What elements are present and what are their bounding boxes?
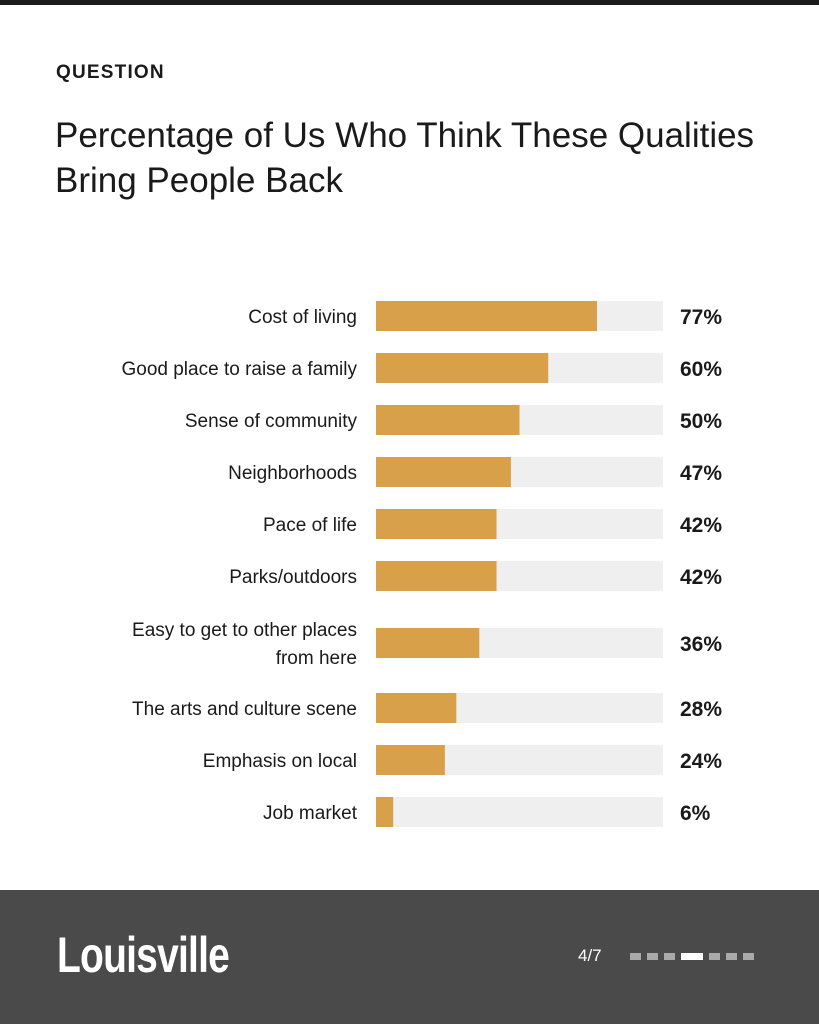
value-label: 50% [680, 410, 722, 433]
page-dot[interactable] [743, 953, 754, 960]
page-dot[interactable] [709, 953, 720, 960]
bar [376, 353, 549, 383]
bar-row: Emphasis on local 24% [203, 745, 722, 775]
value-label: 77% [680, 306, 722, 329]
bar-row: Sense of community 50% [185, 405, 722, 435]
bar [376, 457, 511, 487]
bar [376, 509, 497, 539]
chart-title: Percentage of Us Who Think These Qualiti… [55, 116, 755, 200]
bar-row: The arts and culture scene 28% [132, 693, 722, 723]
pagination-dots[interactable] [630, 953, 754, 961]
page-dot[interactable] [630, 953, 641, 960]
bar-row: Job market 6% [263, 797, 711, 827]
page-dot[interactable] [726, 953, 737, 960]
footer-bar: Louisville 4/7 [0, 890, 819, 1024]
category-label: Emphasis on local [203, 751, 357, 772]
value-label: 28% [680, 698, 722, 721]
bar [376, 628, 480, 658]
bar-row: Cost of living 77% [248, 301, 722, 331]
category-label: Sense of community [185, 411, 358, 432]
page-dot[interactable] [664, 953, 675, 960]
value-label: 24% [680, 750, 722, 773]
section-eyebrow: QUESTION [56, 62, 165, 83]
category-label: Pace of life [263, 515, 357, 536]
category-label: Easy to get to other places from here [132, 620, 357, 669]
bar-row: Pace of life 42% [263, 509, 722, 539]
category-label: Good place to raise a family [121, 359, 357, 380]
bar [376, 561, 497, 591]
value-label: 47% [680, 462, 722, 485]
bar [376, 301, 597, 331]
bar-row: Parks/outdoors 42% [229, 561, 722, 591]
bar [376, 745, 445, 775]
category-label: Cost of living [248, 307, 357, 328]
bar-row: Easy to get to other places from here 36% [132, 620, 722, 669]
bar-chart: Cost of living 77% Good place to raise a f… [121, 301, 722, 827]
page-indicator: 4/7 [578, 946, 602, 965]
value-label: 42% [680, 566, 722, 589]
bar [376, 693, 457, 723]
category-label: Job market [263, 803, 358, 824]
bar-row: Good place to raise a family 60% [121, 353, 722, 383]
value-label: 42% [680, 514, 722, 537]
category-label: Parks/outdoors [229, 567, 357, 588]
page-dot-active[interactable] [681, 953, 703, 960]
bar-track [376, 797, 663, 827]
value-label: 36% [680, 633, 722, 656]
brand-logo: Louisville [57, 927, 230, 983]
category-label: Neighborhoods [228, 463, 357, 484]
value-label: 60% [680, 358, 722, 381]
category-label: The arts and culture scene [132, 699, 357, 720]
bar [376, 405, 520, 435]
bar [376, 797, 394, 827]
value-label: 6% [680, 802, 711, 825]
page-dot[interactable] [647, 953, 658, 960]
bar-row: Neighborhoods 47% [228, 457, 722, 487]
top-rule [0, 0, 819, 5]
